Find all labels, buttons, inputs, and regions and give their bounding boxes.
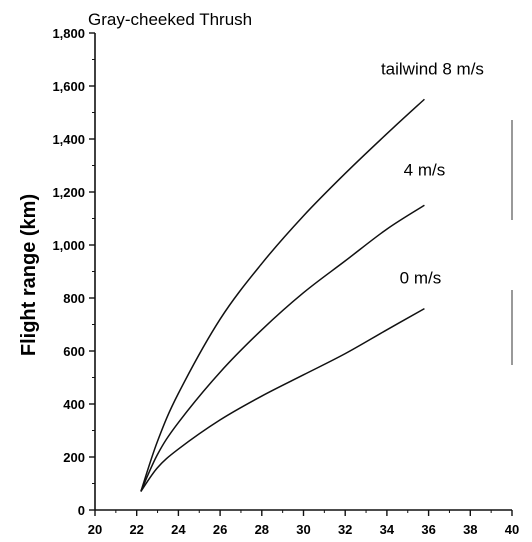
- x-tick-label: 38: [463, 522, 477, 537]
- y-tick-label: 200: [63, 450, 85, 465]
- series-line-tailwind-4: [140, 204, 425, 492]
- y-axis-label: Flight range (km): [18, 194, 40, 356]
- x-tick-label: 30: [296, 522, 310, 537]
- y-tick-label: 800: [63, 291, 85, 306]
- x-tick-label: 36: [421, 522, 435, 537]
- x-tick-label: 24: [171, 522, 186, 537]
- y-tick-label: 1,600: [52, 79, 85, 94]
- x-tick-label: 26: [213, 522, 227, 537]
- x-tick-label: 20: [88, 522, 102, 537]
- y-tick-label: 600: [63, 344, 85, 359]
- x-tick-label: 32: [338, 522, 352, 537]
- y-tick-label: 1,800: [52, 26, 85, 41]
- series-line-tailwind-0: [140, 307, 425, 492]
- x-tick-label: 28: [255, 522, 269, 537]
- series-labels: tailwind 8 m/s 4 m/s 0 m/s: [381, 59, 484, 287]
- series-label: 4 m/s: [404, 160, 446, 179]
- series-lines: [140, 98, 425, 492]
- chart-title: Gray-cheeked Thrush: [88, 10, 252, 29]
- y-tick-label: 1,000: [52, 238, 85, 253]
- y-tick-label: 1,200: [52, 185, 85, 200]
- x-tick-label: 40: [505, 522, 519, 537]
- series-line-tailwind-8: [140, 98, 425, 492]
- y-tick-label: 400: [63, 397, 85, 412]
- x-tick-label: 22: [129, 522, 143, 537]
- series-label: 0 m/s: [400, 269, 442, 288]
- series-label: tailwind 8 m/s: [381, 59, 484, 78]
- x-tick-label: 34: [380, 522, 395, 537]
- plot-axes: 0 200 400 600 800 1,000 1,200 1,400 1,600 1,800 20…: [52, 26, 519, 537]
- y-tick-label: 0: [78, 503, 85, 518]
- y-tick-label: 1,400: [52, 132, 85, 147]
